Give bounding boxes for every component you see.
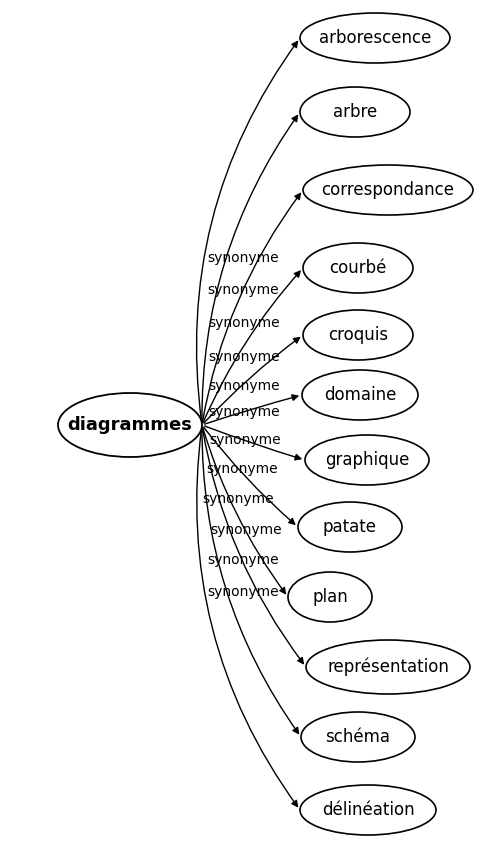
Text: diagrammes: diagrammes [67,416,192,434]
Text: synonyme: synonyme [202,492,274,506]
Ellipse shape [303,243,413,293]
FancyArrowPatch shape [202,116,297,422]
Ellipse shape [300,785,436,835]
Ellipse shape [298,502,402,552]
Text: synonyme: synonyme [208,553,280,567]
Text: arbre: arbre [333,103,377,121]
Text: synonyme: synonyme [210,523,281,537]
Text: croquis: croquis [328,326,388,344]
FancyArrowPatch shape [203,271,300,422]
FancyArrowPatch shape [204,427,295,524]
FancyArrowPatch shape [202,428,303,664]
FancyArrowPatch shape [204,338,299,423]
Text: synonyme: synonyme [208,405,280,419]
FancyArrowPatch shape [197,428,297,807]
Text: arborescence: arborescence [319,29,431,47]
Ellipse shape [300,87,410,137]
Text: domaine: domaine [324,386,396,404]
Ellipse shape [58,393,202,457]
FancyArrowPatch shape [204,426,301,460]
Text: synonyme: synonyme [209,317,280,330]
Ellipse shape [306,640,470,694]
Text: schéma: schéma [325,728,390,746]
Text: synonyme: synonyme [207,283,279,296]
Text: synonyme: synonyme [210,433,281,447]
Text: synonyme: synonyme [207,585,279,598]
Ellipse shape [288,572,372,622]
Text: correspondance: correspondance [321,181,455,199]
Text: représentation: représentation [327,658,449,677]
Text: synonyme: synonyme [207,250,279,265]
Text: plan: plan [312,588,348,606]
FancyArrowPatch shape [205,395,298,424]
Text: synonyme: synonyme [209,350,280,364]
Ellipse shape [301,712,415,762]
FancyArrowPatch shape [197,42,297,422]
Ellipse shape [305,435,429,485]
Ellipse shape [300,13,450,63]
FancyArrowPatch shape [202,428,298,734]
Ellipse shape [303,165,473,215]
FancyArrowPatch shape [202,193,300,422]
FancyArrowPatch shape [203,428,285,593]
Text: graphique: graphique [325,451,409,469]
Ellipse shape [303,310,413,360]
Text: synonyme: synonyme [206,462,278,476]
Text: synonyme: synonyme [209,379,280,393]
Text: patate: patate [323,518,377,536]
Text: délinéation: délinéation [321,801,415,819]
Text: courbé: courbé [329,259,387,277]
Ellipse shape [302,370,418,420]
